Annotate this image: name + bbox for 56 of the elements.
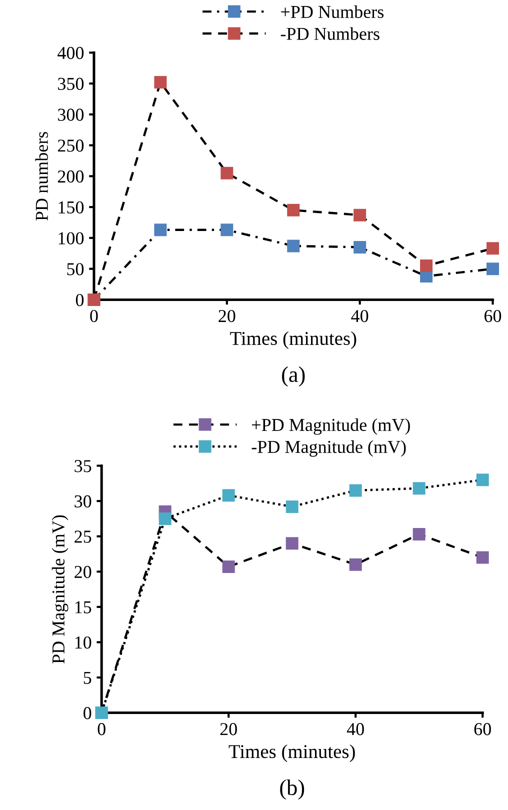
y-tick-label: 400: [58, 46, 84, 60]
legend-label: +PD Numbers: [281, 5, 384, 18]
y-tick-label: 250: [58, 140, 84, 152]
y-tick-label: 0: [84, 707, 92, 720]
y-tick-label: 150: [58, 201, 84, 214]
point: [286, 537, 298, 550]
text: (b): [280, 780, 304, 800]
point: [158, 512, 172, 525]
y-axis-title: PD Magnitude (mV): [52, 515, 68, 664]
x-tick-label: 40: [351, 310, 368, 322]
x-axis-title: Times (minutes): [230, 331, 356, 349]
x-tick-label: 60: [474, 723, 491, 736]
x-tick-label: 0: [98, 723, 106, 736]
x-axis-title: Times (minutes): [228, 744, 355, 762]
y-tick-label: 15: [75, 601, 92, 614]
y-tick-label: 20: [74, 566, 92, 578]
text: (a): [282, 366, 305, 387]
y-tick-label: 35: [74, 460, 92, 472]
point: [476, 551, 489, 564]
point: [154, 224, 167, 236]
point: [412, 482, 426, 495]
x-tick-label: 20: [218, 310, 236, 322]
y-axis-title: PD numbers: [35, 132, 48, 221]
point: [412, 528, 426, 540]
point: [420, 259, 433, 272]
point: [286, 500, 298, 513]
point: [222, 560, 235, 573]
point: [287, 240, 300, 252]
legend-label: -PD Numbers: [280, 27, 380, 40]
y-tick-label: 30: [74, 495, 92, 508]
point: [486, 262, 500, 276]
y-tick-label: 50: [67, 263, 84, 276]
legend-label: +PD Magnitude (mV): [252, 418, 410, 435]
y-tick-label: 10: [75, 636, 92, 649]
point: [154, 76, 167, 89]
y-tick-label: 25: [74, 530, 92, 543]
point: [220, 166, 234, 180]
y-tick-label: 5: [84, 672, 92, 684]
y-tick-label: 300: [58, 108, 84, 121]
point: [354, 208, 366, 222]
point: [222, 489, 235, 502]
legend-label: -PD Magnitude (mV): [252, 440, 406, 457]
y-tick-label: 350: [58, 78, 84, 90]
x-tick-label: 40: [346, 723, 364, 736]
y-tick-label: 100: [58, 232, 84, 244]
point: [287, 204, 300, 216]
x-tick-label: 20: [220, 723, 237, 736]
point: [220, 224, 234, 236]
point: [349, 558, 362, 571]
point: [354, 240, 366, 254]
point: [349, 484, 362, 497]
y-tick-label: 200: [58, 170, 84, 183]
y-tick-label: 0: [76, 294, 84, 306]
point: [486, 242, 500, 255]
point: [476, 474, 489, 486]
x-tick-label: 60: [484, 310, 502, 322]
